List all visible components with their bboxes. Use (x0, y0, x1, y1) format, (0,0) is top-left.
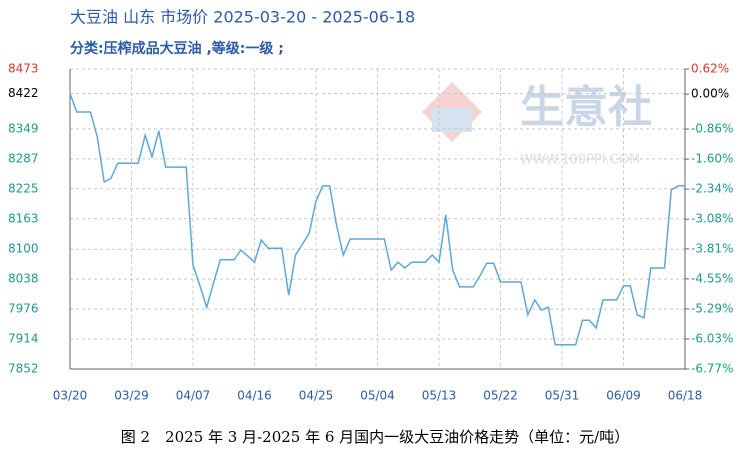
y2-tick-label: 0.00% (691, 87, 729, 101)
x-tick-label: 06/09 (606, 389, 641, 403)
y2-tick-label: -4.55% (691, 271, 733, 285)
y2-tick-label: -3.08% (691, 212, 733, 226)
y-tick-label: 7976 (8, 302, 39, 316)
y2-tick-label: -6.77% (691, 362, 733, 376)
y2-tick-label: -3.81% (691, 241, 733, 255)
y-tick-label: 8422 (8, 86, 39, 100)
x-tick-label: 04/25 (299, 389, 334, 403)
y-tick-label: 7914 (8, 332, 39, 346)
y-tick-label: 7852 (8, 362, 39, 376)
y2-tick-label: -2.34% (691, 182, 733, 196)
x-tick-label: 04/07 (176, 389, 211, 403)
chart-subtitle: 分类:压榨成品大豆油 ,等级:一级 ; (70, 40, 284, 57)
x-tick-label: 05/31 (545, 389, 580, 403)
y-tick-label: 8163 (8, 211, 39, 225)
y2-tick-label: 0.62% (691, 62, 729, 76)
y2-tick-label: -5.29% (691, 301, 733, 315)
x-tick-label: 04/16 (237, 389, 272, 403)
y2-tick-label: -0.86% (691, 122, 733, 136)
y-tick-label: 8349 (8, 121, 39, 135)
y-tick-label: 8225 (8, 181, 39, 195)
x-tick-label: 03/29 (114, 389, 149, 403)
x-tick-label: 05/13 (422, 389, 457, 403)
chart-title: 大豆油 山东 市场价 2025-03-20 - 2025-06-18 (70, 8, 415, 27)
x-tick-label: 03/20 (53, 389, 88, 403)
y-tick-label: 8473 (8, 62, 39, 76)
x-tick-label: 05/04 (360, 389, 395, 403)
x-tick-label: 05/22 (483, 389, 518, 403)
caption: 图 2 2025 年 3 月-2025 年 6 月国内一级大豆油价格走势（单位：… (121, 428, 629, 446)
y2-tick-label: -1.60% (691, 152, 733, 166)
x-tick-label: 06/18 (668, 389, 703, 403)
watermark: 生意社 (520, 82, 652, 133)
watermark-logo (422, 82, 482, 142)
y-tick-label: 8287 (8, 151, 39, 165)
y-tick-label: 8100 (8, 242, 39, 256)
y2-tick-label: -6.03% (691, 331, 733, 345)
y-tick-label: 8038 (8, 272, 39, 286)
price-line (69, 93, 685, 346)
watermark-sub: WWW.100PPI.COM (520, 153, 640, 168)
